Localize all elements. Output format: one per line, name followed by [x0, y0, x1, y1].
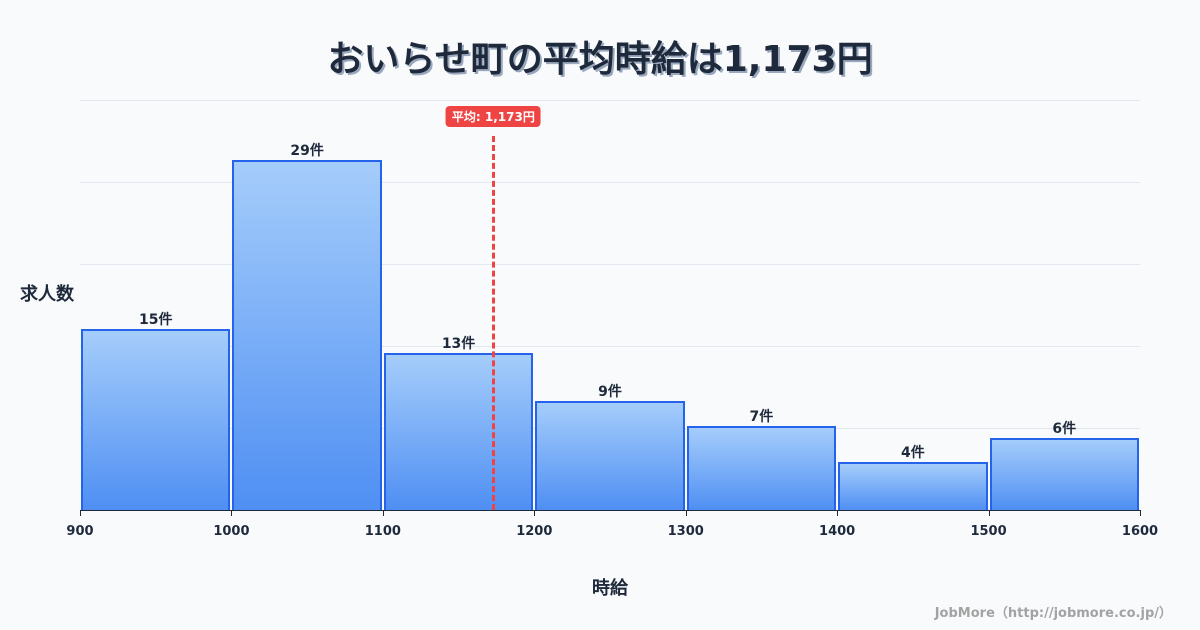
histogram-bar: 6件 [989, 421, 1139, 510]
bar-value-label: 13件 [441, 336, 476, 353]
x-tick [80, 510, 81, 516]
x-tick-label: 1100 [364, 524, 401, 539]
bar-value-label: 6件 [1052, 420, 1077, 437]
x-tick [685, 510, 687, 516]
x-tick [231, 510, 233, 516]
histogram-bar: 13件 [383, 336, 534, 510]
x-axis-label: 時給 [592, 578, 628, 599]
x-tick-label: 1300 [667, 524, 704, 539]
gridline [80, 100, 1140, 101]
mean-line [492, 136, 496, 510]
x-tick [988, 510, 990, 516]
x-tick [534, 510, 536, 516]
gridline [80, 264, 1140, 265]
histogram-bar: 4件 [838, 445, 988, 510]
chart-title: おいらせ町の平均時給は1,173円 [327, 39, 873, 80]
y-axis-label: 求人数 [20, 284, 74, 305]
x-tick-label: 1600 [1121, 524, 1159, 539]
x-tick-label: 1400 [819, 524, 856, 539]
x-tick [1140, 510, 1141, 516]
x-tick-label: 900 [66, 524, 94, 539]
bar-value-label: 29件 [290, 143, 324, 160]
credit-text: JobMore（http://jobmore.co.jp/） [934, 606, 1172, 621]
histogram-bar: 29件 [232, 143, 382, 510]
bar-value-label: 7件 [749, 408, 774, 425]
gridline [80, 346, 1140, 347]
bar-value-label: 4件 [900, 444, 925, 461]
x-tick-label: 1000 [213, 524, 250, 539]
x-tick [837, 510, 839, 516]
mean-badge: 平均: 1,173円 [445, 106, 541, 127]
plot-area: 15件 29件 13件 9件 7件 4件 6件 [80, 100, 1140, 510]
histogram-bar: 15件 [81, 312, 231, 510]
bar-value-label: 15件 [138, 312, 173, 329]
x-tick-label: 1200 [516, 524, 553, 539]
x-tick-label: 1500 [970, 524, 1007, 539]
histogram-bar: 9件 [535, 384, 685, 510]
x-tick [382, 510, 384, 516]
gridline [80, 182, 1140, 183]
x-axis [80, 510, 1140, 511]
histogram-bar: 7件 [686, 409, 837, 510]
bar-value-label: 9件 [598, 384, 622, 401]
